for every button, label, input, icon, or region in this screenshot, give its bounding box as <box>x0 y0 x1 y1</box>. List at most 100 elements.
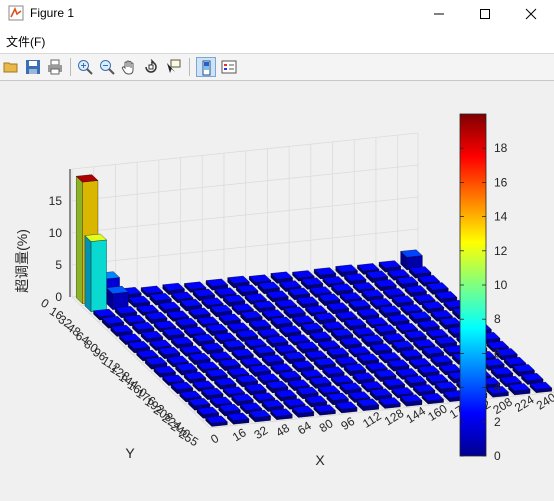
colorbar-tick-label: 0 <box>494 449 501 463</box>
grid-line <box>375 265 515 397</box>
grid-line <box>71 196 419 234</box>
grid-line <box>267 276 406 408</box>
bar <box>218 358 241 372</box>
bar <box>274 299 298 311</box>
z-tick-label: 5 <box>55 258 62 272</box>
z-axis-label: 超调量(%) <box>14 229 30 293</box>
bar <box>106 285 129 311</box>
close-button[interactable] <box>508 0 554 27</box>
colorbar-tick-label: 4 <box>494 381 501 395</box>
colorbar-tick-label: 16 <box>494 175 508 189</box>
chart-area[interactable]: 0510150163248648096112128144160176192208… <box>0 81 554 501</box>
x-tick-label: 80 <box>317 416 336 435</box>
bar <box>244 383 267 396</box>
bar <box>529 381 553 394</box>
data-cursor-icon[interactable] <box>163 57 183 77</box>
bar <box>313 267 337 280</box>
bar <box>309 331 332 344</box>
save-icon[interactable] <box>23 57 43 77</box>
grid-line <box>332 269 471 402</box>
menu-bar: 文件(F) <box>0 27 554 54</box>
x-tick-label: 16 <box>230 425 249 444</box>
bar <box>417 275 440 287</box>
bar <box>382 378 406 391</box>
grid-line <box>71 132 419 170</box>
x-tick-label: 128 <box>382 406 407 429</box>
minimize-button[interactable] <box>416 0 462 27</box>
bar <box>313 404 336 416</box>
zoom-out-icon[interactable] <box>97 57 117 77</box>
bar <box>239 402 263 415</box>
colorbar-tick-label: 2 <box>494 415 501 429</box>
colorbar-tick-label: 18 <box>494 141 508 155</box>
z-tick-label: 10 <box>49 226 63 240</box>
pan-hand-icon[interactable] <box>119 57 139 77</box>
menu-file[interactable]: 文件(F) <box>6 35 46 49</box>
x-tick-label: 224 <box>512 392 537 415</box>
colorbar-tick-label: 12 <box>494 244 508 258</box>
colorbar-tick-label: 8 <box>494 312 501 326</box>
bar <box>369 343 393 356</box>
bar <box>274 389 297 402</box>
grid-line <box>209 391 554 429</box>
colorbar-tick-label: 10 <box>494 278 508 292</box>
x-tick-label: 0 <box>208 431 221 447</box>
bar <box>149 339 172 351</box>
bar <box>421 393 444 405</box>
bar <box>399 394 423 407</box>
x-tick-label: 208 <box>490 395 515 418</box>
bar <box>309 376 332 389</box>
print-icon[interactable] <box>45 57 65 77</box>
grid-line <box>71 296 211 429</box>
x-tick-label: 64 <box>295 418 314 437</box>
colorbar-tick-label: 14 <box>494 210 508 224</box>
bar <box>404 285 427 298</box>
bar <box>330 375 354 387</box>
maximize-button[interactable] <box>462 0 508 27</box>
bar <box>352 372 375 385</box>
bar <box>214 377 237 390</box>
open-file-icon[interactable] <box>1 57 21 77</box>
bar <box>261 354 285 367</box>
y-tick-label: 0 <box>38 296 51 312</box>
y-axis-label: Y <box>125 445 135 461</box>
x-tick-label: 240 <box>534 390 554 413</box>
zoom-in-icon[interactable] <box>75 57 95 77</box>
bar <box>382 288 406 300</box>
bar <box>170 336 194 349</box>
bar <box>291 405 315 418</box>
bar <box>330 328 354 342</box>
bar <box>356 398 380 412</box>
bar <box>84 233 107 313</box>
bar <box>162 282 185 296</box>
z-tick-label: 0 <box>55 290 62 304</box>
colorbar-icon[interactable] <box>196 57 216 77</box>
bar <box>222 339 246 353</box>
bar <box>291 360 315 373</box>
grid-line <box>288 274 428 406</box>
legend-icon[interactable] <box>219 57 239 77</box>
bar <box>521 373 544 385</box>
colorbar-tick-label: 6 <box>494 346 501 360</box>
bar <box>205 415 228 427</box>
bar <box>508 383 531 396</box>
x-tick-label: 144 <box>404 404 429 427</box>
rotate-3d-icon[interactable] <box>141 57 161 77</box>
bar <box>395 276 419 289</box>
x-tick-label: 48 <box>273 421 292 440</box>
x-tick-label: 160 <box>425 401 450 424</box>
toolbar-separator <box>70 58 71 76</box>
toolbar <box>0 54 554 81</box>
bar <box>417 365 440 378</box>
matlab-figure-icon <box>8 5 24 21</box>
z-tick-label: 15 <box>49 194 63 208</box>
bar <box>270 408 293 421</box>
bar <box>361 334 384 348</box>
bar <box>361 289 384 302</box>
bar <box>145 311 168 325</box>
bar <box>378 397 401 409</box>
bar <box>248 409 271 423</box>
bar <box>235 284 259 297</box>
x-axis-label: X <box>315 452 325 468</box>
grid-line <box>71 228 419 266</box>
